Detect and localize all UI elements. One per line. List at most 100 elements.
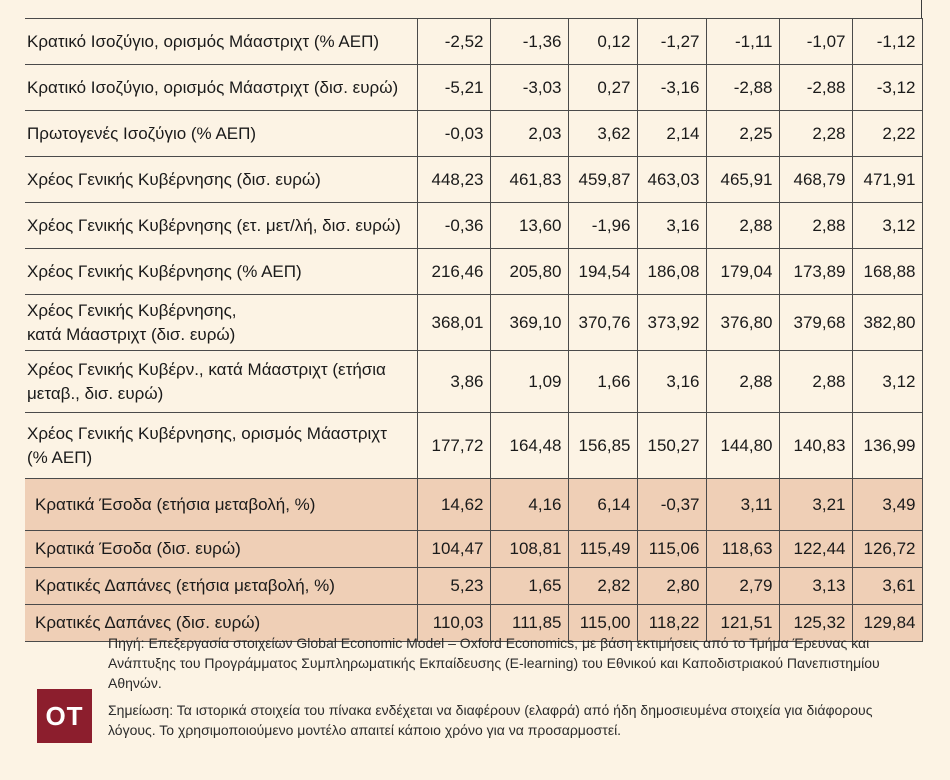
table-cell: 2,28: [778, 110, 852, 157]
table-row: Χρέος Γενικής Κυβέρν., κατά Μάαστριχτ (ε…: [25, 350, 923, 413]
table-cell: 369,10: [489, 294, 568, 351]
table-cell: 179,04: [705, 248, 779, 295]
row-label: Χρέος Γενικής Κυβέρνησης (% ΑΕΠ): [25, 248, 417, 295]
table-cell: 3,12: [851, 202, 923, 249]
table-cell: 126,72: [851, 530, 923, 568]
table-cell: 115,49: [567, 530, 637, 568]
table-cell: 0,27: [567, 64, 637, 111]
table-footnotes: Πηγή: Επεξεργασία στοιχείων Global Econo…: [108, 633, 918, 747]
table-cell: 2,82: [567, 567, 637, 605]
table-cell: 140,83: [778, 412, 852, 479]
table-cell: 2,14: [636, 110, 706, 157]
row-label: Πρωτογενές Ισοζύγιο (% ΑΕΠ): [25, 110, 417, 157]
table-cell: -3,03: [489, 64, 568, 111]
table-cell: 168,88: [851, 248, 923, 295]
table-cell: -1,36: [489, 18, 568, 65]
table-cell: 3,16: [636, 350, 706, 413]
row-label: Κρατικά Έσοδα (ετήσια μεταβολή, %): [25, 478, 417, 531]
table-cell: -2,88: [778, 64, 852, 111]
table-cell: 2,79: [705, 567, 779, 605]
table-cell: 216,46: [416, 248, 490, 295]
table-row: Κρατικές Δαπάνες (δισ. ευρώ) 110,03 111,…: [25, 604, 923, 642]
table-row: Κρατικές Δαπάνες (ετήσια μεταβολή, %) 5,…: [25, 567, 923, 605]
table-cell: 115,00: [567, 604, 637, 642]
row-label: Χρέος Γενικής Κυβέρν., κατά Μάαστριχτ (ε…: [25, 350, 417, 413]
table-cell: 373,92: [636, 294, 706, 351]
table-cell: 115,06: [636, 530, 706, 568]
table-cell: 3,16: [636, 202, 706, 249]
table-cell: 14,62: [416, 478, 490, 531]
table-cell: 2,88: [705, 202, 779, 249]
table-cell: 122,44: [778, 530, 852, 568]
table-cell: 0,12: [567, 18, 637, 65]
table-row: Πρωτογενές Ισοζύγιο (% ΑΕΠ) -0,03 2,03 3…: [25, 110, 923, 157]
table-row: Κρατικά Έσοδα (δισ. ευρώ) 104,47 108,81 …: [25, 530, 923, 568]
table-cell: 110,03: [416, 604, 490, 642]
table-cell: 461,83: [489, 156, 568, 203]
table-cell: 118,22: [636, 604, 706, 642]
table-cell: 13,60: [489, 202, 568, 249]
table-cell: 173,89: [778, 248, 852, 295]
fiscal-data-table: Κρατικό Ισοζύγιο, ορισμός Μάαστριχτ (% Α…: [25, 18, 923, 642]
table-cell: 2,88: [778, 350, 852, 413]
table-cell: -1,12: [851, 18, 923, 65]
table-cell: -2,88: [705, 64, 779, 111]
table-row: Χρέος Γενικής Κυβέρνησης, ορισμός Μάαστρ…: [25, 412, 923, 479]
table-cell: 121,51: [705, 604, 779, 642]
row-label: Κρατικό Ισοζύγιο, ορισμός Μάαστριχτ (% Α…: [25, 18, 417, 65]
table-cell: 370,76: [567, 294, 637, 351]
table-cell: 2,22: [851, 110, 923, 157]
table-row: Χρέος Γενικής Κυβέρνησης (% ΑΕΠ) 216,46 …: [25, 248, 923, 295]
table-row: Κρατικό Ισοζύγιο, ορισμός Μάαστριχτ (% Α…: [25, 18, 923, 65]
table-cell: 463,03: [636, 156, 706, 203]
table-cell: 144,80: [705, 412, 779, 479]
table-cell: -1,27: [636, 18, 706, 65]
ot-logo: OT: [37, 689, 92, 743]
table-cell: 164,48: [489, 412, 568, 479]
table-cell: -1,07: [778, 18, 852, 65]
table-cell: 136,99: [851, 412, 923, 479]
table-cell: 104,47: [416, 530, 490, 568]
row-label: Κρατικό Ισοζύγιο, ορισμός Μάαστριχτ (δισ…: [25, 64, 417, 111]
table-cell: 368,01: [416, 294, 490, 351]
row-label: Χρέος Γενικής Κυβέρνησης (ετ. μετ/λή, δι…: [25, 202, 417, 249]
table-cell: 3,11: [705, 478, 779, 531]
table-cell: 4,16: [489, 478, 568, 531]
table-row: Χρέος Γενικής Κυβέρνησης (ετ. μετ/λή, δι…: [25, 202, 923, 249]
table-cell: 3,61: [851, 567, 923, 605]
table-cell: 1,66: [567, 350, 637, 413]
table-cell: -5,21: [416, 64, 490, 111]
table-cell: -1,96: [567, 202, 637, 249]
source-note: Πηγή: Επεξεργασία στοιχείων Global Econo…: [108, 635, 880, 691]
table-cell: 2,03: [489, 110, 568, 157]
table-cell: -0,36: [416, 202, 490, 249]
table-cell: -3,12: [851, 64, 923, 111]
table-cell: 3,12: [851, 350, 923, 413]
table-cell: 3,86: [416, 350, 490, 413]
table-cell: 186,08: [636, 248, 706, 295]
disclaimer-note: Σημείωση: Τα ιστορικά στοιχεία του πίνακ…: [108, 702, 873, 738]
row-label: Χρέος Γενικής Κυβέρνησης (δισ. ευρώ): [25, 156, 417, 203]
table-cell: 465,91: [705, 156, 779, 203]
table-cell: 1,65: [489, 567, 568, 605]
table-cell: 2,88: [705, 350, 779, 413]
row-label: Κρατικές Δαπάνες (ετήσια μεταβολή, %): [25, 567, 417, 605]
table-cell: -1,11: [705, 18, 779, 65]
table-cell: 125,32: [778, 604, 852, 642]
table-cell: 2,88: [778, 202, 852, 249]
table-cell: -0,03: [416, 110, 490, 157]
table-row: Χρέος Γενικής Κυβέρνησης, κατά Μάαστριχτ…: [25, 294, 923, 351]
table-frame-edge: [921, 0, 922, 18]
table-cell: 129,84: [851, 604, 923, 642]
table-cell: 459,87: [567, 156, 637, 203]
table-cell: -3,16: [636, 64, 706, 111]
row-label: Κρατικές Δαπάνες (δισ. ευρώ): [25, 604, 417, 642]
table-row: Κρατικό Ισοζύγιο, ορισμός Μάαστριχτ (δισ…: [25, 64, 923, 111]
table-cell: 3,13: [778, 567, 852, 605]
table-cell: 3,49: [851, 478, 923, 531]
table-cell: 468,79: [778, 156, 852, 203]
row-label: Χρέος Γενικής Κυβέρνησης, κατά Μάαστριχτ…: [25, 294, 417, 351]
table-row: Χρέος Γενικής Κυβέρνησης (δισ. ευρώ) 448…: [25, 156, 923, 203]
table-cell: 2,80: [636, 567, 706, 605]
table-cell: 194,54: [567, 248, 637, 295]
